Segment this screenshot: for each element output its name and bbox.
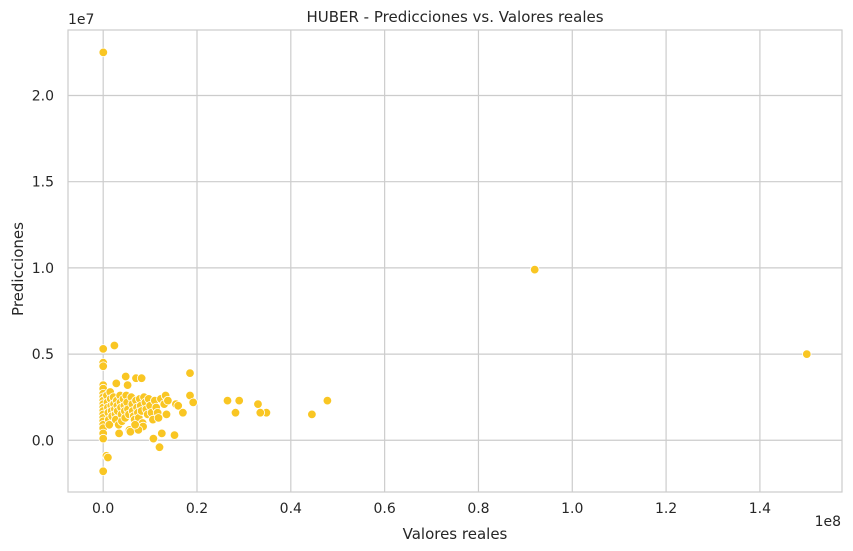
y-gridlines [68, 94, 842, 441]
x-tick-label: 0.6 [374, 501, 396, 517]
x-axis-title: Valores reales [403, 525, 508, 543]
data-point [230, 408, 241, 418]
y-axis-offset-label: 1e7 [68, 12, 94, 28]
data-point [255, 408, 265, 418]
x-tick-label: 0.0 [92, 501, 114, 517]
x-axis-offset-label: 1e8 [815, 514, 841, 530]
x-tick-label: 1.0 [561, 501, 583, 517]
data-points [98, 47, 812, 477]
data-point [103, 452, 113, 463]
y-tick-label: 2.0 [32, 89, 54, 105]
data-point [136, 373, 147, 383]
data-point [154, 442, 165, 452]
data-point [530, 264, 540, 275]
data-point [185, 368, 195, 378]
data-point [122, 380, 133, 390]
x-tick-label: 0.4 [280, 501, 302, 517]
x-tick-label: 1.2 [655, 501, 677, 517]
plot-frame [67, 29, 843, 493]
data-point [253, 399, 263, 409]
data-point [169, 430, 180, 440]
x-tick-label: 0.2 [186, 501, 208, 517]
data-point [98, 361, 108, 371]
data-point [114, 428, 124, 439]
y-axis-title: Predicciones [9, 222, 27, 316]
x-tick-labels: 0.0 0.2 0.4 0.6 0.8 1.0 1.2 1.4 [92, 501, 771, 517]
y-tick-label: 1.5 [32, 175, 54, 191]
data-point [222, 395, 233, 406]
y-tick-label: 1.0 [32, 261, 54, 277]
data-point [188, 397, 198, 408]
data-point [307, 409, 317, 420]
y-tick-label: 0.0 [32, 433, 54, 449]
y-tick-label: 0.5 [32, 347, 54, 363]
data-point [148, 433, 159, 444]
data-point [130, 420, 140, 430]
data-point [163, 395, 173, 406]
data-point [109, 340, 120, 351]
data-point [98, 466, 108, 477]
y-tick-labels: 0.0 0.5 1.0 1.5 2.0 [32, 89, 54, 450]
data-point [178, 408, 188, 418]
data-point [322, 395, 333, 406]
chart-title: HUBER - Predicciones vs. Valores reales [306, 8, 603, 26]
data-point [98, 47, 109, 58]
data-point [104, 420, 115, 430]
data-point [98, 344, 108, 354]
data-point [120, 371, 131, 382]
data-point [157, 428, 167, 439]
data-point [161, 409, 172, 420]
data-point [98, 433, 108, 444]
x-tick-label: 0.8 [467, 501, 489, 517]
x-gridlines [102, 30, 761, 492]
data-point [234, 395, 244, 406]
data-point [153, 413, 164, 423]
x-tick-label: 1.4 [749, 501, 771, 517]
data-point [111, 378, 122, 389]
data-point [173, 401, 183, 411]
data-point [802, 349, 812, 359]
